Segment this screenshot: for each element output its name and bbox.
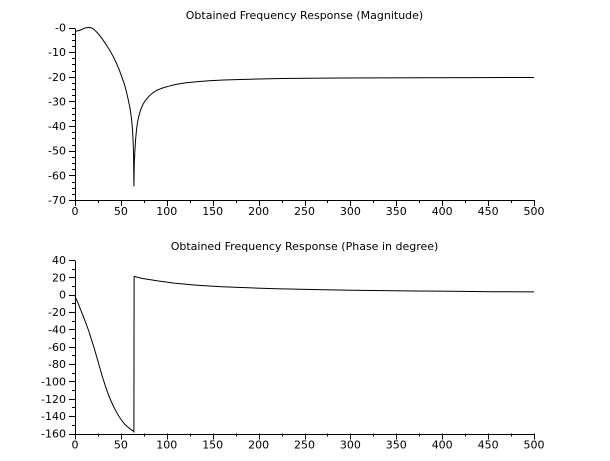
phase-axes [69, 260, 535, 440]
y-tick-label: 0 [59, 289, 66, 302]
x-tick-label: 500 [524, 205, 545, 218]
y-tick-label: -100 [41, 375, 66, 388]
x-tick-label: 150 [202, 439, 223, 452]
magnitude-curve [74, 26, 535, 187]
x-tick-label: 300 [340, 205, 361, 218]
x-tick-label: 100 [156, 205, 177, 218]
y-tick-label: -60 [48, 169, 66, 182]
x-tick-label: 0 [72, 439, 79, 452]
x-tick-label: 300 [340, 439, 361, 452]
y-tick-label: -40 [48, 323, 66, 336]
magnitude-chart: -0 -10 -20 -30 -40 -50 -60 -70 0 50 100 150 200 250 30… [48, 22, 544, 219]
x-tick-label: 250 [294, 205, 315, 218]
x-tick-label: 200 [248, 439, 269, 452]
y-tick-label: -40 [48, 120, 66, 133]
axis-lines [75, 28, 535, 201]
y-tick-label: -160 [41, 428, 66, 441]
y-tick-label: -20 [48, 71, 66, 84]
x-tick-label: 50 [114, 439, 128, 452]
magnitude-chart-title: Obtained Frequency Response (Magnitude) [185, 9, 424, 22]
axis-lines [75, 260, 535, 435]
x-tick-label: 350 [386, 439, 407, 452]
x-tick-label: 50 [114, 205, 128, 218]
y-tick-label: 20 [52, 271, 66, 284]
phase-chart-title: Obtained Frequency Response (Phase in de… [170, 240, 439, 253]
x-tick-label: 450 [478, 205, 499, 218]
y-tick-label: -60 [48, 341, 66, 354]
x-tick-label: 450 [478, 439, 499, 452]
phase-curve [74, 275, 535, 434]
y-tick-label: -0 [55, 22, 66, 35]
y-tick-label: -10 [48, 46, 66, 59]
x-tick-label: 400 [432, 439, 453, 452]
y-tick-label: -30 [48, 95, 66, 108]
y-tick-label: -120 [41, 393, 66, 406]
y-tick-label: -140 [41, 410, 66, 423]
x-tick-label: 200 [248, 205, 269, 218]
y-tick-label: 40 [52, 254, 66, 267]
x-tick-label: 400 [432, 205, 453, 218]
magnitude-axes [69, 28, 535, 206]
x-tick-label: 0 [72, 205, 79, 218]
y-tick-label: -50 [48, 145, 66, 158]
y-tick-label: -20 [48, 306, 66, 319]
x-tick-label: 150 [202, 205, 223, 218]
y-tick-label: -80 [48, 358, 66, 371]
x-tick-label: 350 [386, 205, 407, 218]
x-tick-label: 500 [524, 439, 545, 452]
y-tick-label: -70 [48, 194, 66, 207]
x-tick-label: 250 [294, 439, 315, 452]
x-tick-label: 100 [156, 439, 177, 452]
